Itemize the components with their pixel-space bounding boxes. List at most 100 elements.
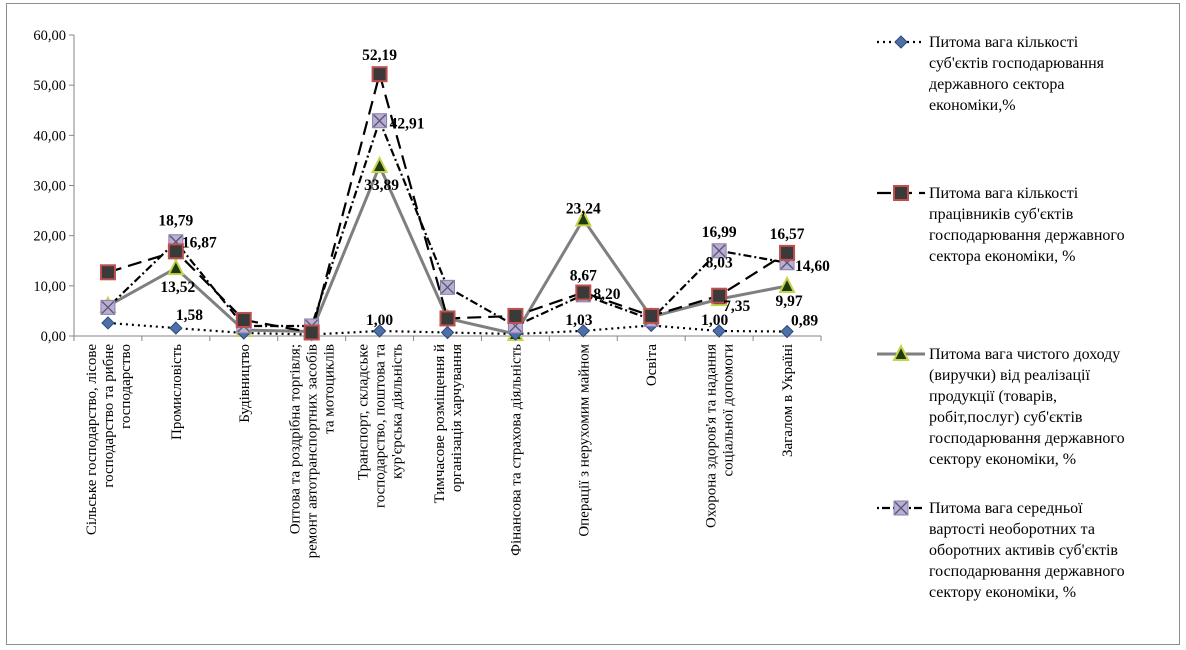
y-tick-label: 30,00 xyxy=(33,179,66,195)
series-line-4 xyxy=(107,119,788,328)
series-1-point xyxy=(712,324,726,338)
y-tick-label: 50,00 xyxy=(33,78,66,94)
x-category-label: Сільське господарство, лісове господарств… xyxy=(84,344,134,536)
x-category-label-line: організація харчування xyxy=(449,344,465,492)
series-3-point xyxy=(370,155,389,173)
legend-label-2: господарювання державного xyxy=(929,227,1125,244)
series-2-point xyxy=(99,264,116,281)
series-2-point xyxy=(779,244,796,261)
legend-label-4: Питома вага середньої xyxy=(929,500,1083,517)
x-category-label-line: кур'єрська діяльність xyxy=(390,344,406,479)
x-category-label: Промисловість xyxy=(169,344,185,440)
data-label: 14,60 xyxy=(795,258,830,275)
legend-label-2: Питома вага кількості xyxy=(929,185,1079,202)
x-category-label: Оптова та роздрібна торгівля; ремонт авто… xyxy=(288,344,338,558)
data-label: 16,57 xyxy=(770,226,805,243)
x-category-label-line: ремонт автотранспортних засобів xyxy=(305,344,321,558)
x-category-label-line: Сільське господарство, лісове xyxy=(84,344,100,536)
data-label: 1,58 xyxy=(176,307,203,324)
data-label: 13,52 xyxy=(160,279,195,296)
series-2-point xyxy=(507,307,524,324)
series-4-point xyxy=(372,113,388,129)
series-2-point xyxy=(575,284,592,301)
series-3-point xyxy=(778,275,796,293)
data-label: 1,00 xyxy=(701,312,728,329)
x-category-label-line: Освіта xyxy=(644,344,660,386)
legend-label-3: продукції (товарів, xyxy=(929,388,1057,405)
legend-label-3: Питома вага чистого доходу xyxy=(929,346,1120,363)
x-category-label-line: Загалом в Україні xyxy=(780,344,796,457)
x-category-label: Фінансова та страхова діяльність xyxy=(508,344,524,556)
legend-label-1: економіки,% xyxy=(929,97,1016,114)
x-category-label-line: господарство xyxy=(118,344,134,429)
legend-label-1: Питома вага кількості xyxy=(929,34,1079,51)
series-1-point xyxy=(780,324,794,339)
y-tick-label: 40,00 xyxy=(33,128,66,144)
x-category-label-line: соціальної допомоги xyxy=(721,344,737,476)
y-tick-label: 0,00 xyxy=(41,329,66,345)
legend-marker-3 xyxy=(892,343,910,361)
legend-label-4: вартості необоротних та xyxy=(929,521,1095,538)
legend-label-2: працівників суб'єктів xyxy=(929,206,1074,223)
series-1-point xyxy=(372,324,387,338)
legend-label-3: робіт,послуг) суб'єктів xyxy=(929,409,1083,426)
data-label: 42,91 xyxy=(390,116,425,133)
legend-marker-4 xyxy=(893,500,909,516)
legend-label-4: господарювання державного xyxy=(929,563,1125,580)
series-3-point xyxy=(167,257,185,276)
series-2-point xyxy=(371,66,388,83)
data-label: 8,20 xyxy=(593,286,620,303)
data-label: 8,03 xyxy=(706,255,733,272)
x-category-label: Освіта xyxy=(644,344,660,386)
legend-label-4: сектору економіки, % xyxy=(929,584,1076,601)
x-category-label-line: Тимчасове розміщення й xyxy=(432,344,448,503)
series-1-point xyxy=(576,324,591,338)
x-category-label-line: Оптова та роздрібна торгівля; xyxy=(288,344,304,534)
series-2-point xyxy=(711,287,728,304)
series-4-point xyxy=(100,299,116,315)
data-label: 9,97 xyxy=(775,293,802,310)
series-2-point xyxy=(303,324,320,341)
series-2-point xyxy=(167,243,184,260)
x-category-label-line: та мотоциклів xyxy=(322,344,338,434)
series-1-point xyxy=(101,316,115,330)
x-category-label: Загалом в Україні xyxy=(780,344,796,457)
x-category-label: Транспорт, складське господарство, поштов… xyxy=(356,344,406,508)
legend-label-1: державного сектора xyxy=(929,76,1065,93)
series-4-point xyxy=(440,279,455,295)
series-2-point xyxy=(643,307,660,324)
x-category-label: Будівництво xyxy=(237,344,253,423)
data-label: 1,00 xyxy=(366,312,393,329)
series-1-point xyxy=(169,321,183,335)
legend-marker-1 xyxy=(894,35,908,49)
x-category-label: Операції з нерухомим майном xyxy=(576,344,592,537)
legend-label-3: сектору економіки, % xyxy=(929,451,1076,468)
data-label: 23,24 xyxy=(566,200,601,217)
data-label: 7,35 xyxy=(723,298,750,315)
y-tick-label: 60,00 xyxy=(33,28,66,44)
y-tick-label: 20,00 xyxy=(33,229,66,245)
data-label: 0,89 xyxy=(791,313,818,330)
x-category-label-line: господарство, поштова та xyxy=(373,344,389,508)
chart-frame: 0,00 10,00 20,00 30,00 40,00 50,00 60,00 Сільсь… xyxy=(6,3,1180,645)
x-category-label-line: Промисловість xyxy=(169,344,185,440)
y-tick-label: 10,00 xyxy=(33,279,66,295)
data-label: 33,89 xyxy=(364,177,399,194)
data-label: 18,79 xyxy=(158,213,193,230)
series-3-point xyxy=(574,209,592,227)
series-4-point xyxy=(711,243,727,259)
x-category-label-line: Транспорт, складське xyxy=(356,344,372,480)
data-label: 8,67 xyxy=(570,268,597,285)
x-category-label: Тимчасове розміщення й організація харчув… xyxy=(432,344,465,503)
x-category-label-line: Будівництво xyxy=(237,344,253,423)
legend-marker-2 xyxy=(893,185,909,201)
data-label: 1,03 xyxy=(565,312,592,329)
legend-label-4: оборотних активів суб'єктів xyxy=(929,542,1118,559)
x-category-label-line: господарство та рибне xyxy=(101,344,117,488)
series-2-point xyxy=(235,311,252,328)
x-category-label: Охорона здоров'я та надання соціальної до… xyxy=(704,344,737,528)
legend-label-2: сектора економіки, % xyxy=(929,248,1075,265)
data-label: 52,19 xyxy=(362,47,397,64)
legend-label-3: (виручки) від реалізації xyxy=(929,367,1090,384)
line-chart: 0,00 10,00 20,00 30,00 40,00 50,00 60,00 Сільсь… xyxy=(33,28,1125,601)
